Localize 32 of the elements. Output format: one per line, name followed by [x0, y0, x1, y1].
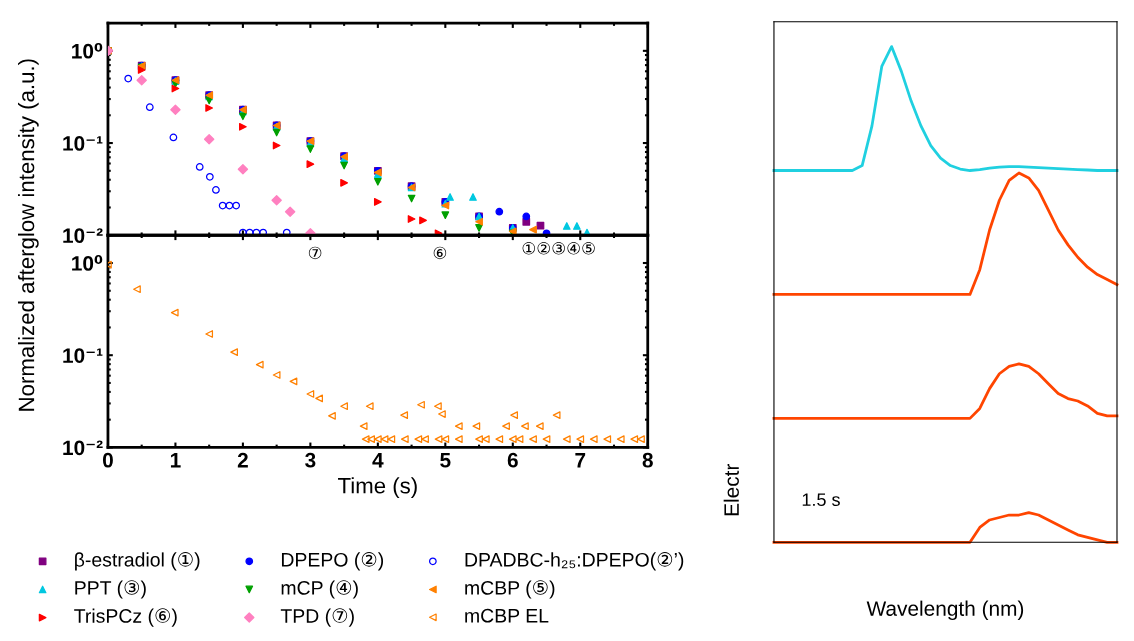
text: mCBP EL	[465, 608, 549, 623]
y-tick-label: 10⁻²	[63, 440, 103, 456]
x-axis-title: Wavelength (nm)	[866, 600, 1024, 621]
y-tick-label: 10⁻¹	[63, 348, 103, 363]
annotation: ①②③④⑤	[522, 242, 595, 255]
legend-label: TrisPCz (⑥)	[74, 608, 177, 627]
annotation: 1.5 s	[802, 493, 840, 507]
x-tick-label: 3	[305, 452, 316, 468]
x-tick-label: 4	[372, 453, 384, 468]
annotation: ⑦	[308, 246, 322, 260]
legend-label: TPD (⑦)	[280, 608, 354, 627]
y-tick-label: 10⁻²	[63, 228, 103, 243]
legend-label: DPEPO (②)	[281, 552, 384, 571]
y-axis-title: Normalized afterglow intensity (a.u.)	[17, 59, 39, 411]
annotation: ⑥	[433, 246, 447, 260]
x-axis-title: Time (s)	[338, 477, 417, 498]
x-tick-label: 2	[237, 452, 248, 468]
y-axis-title: Electr	[723, 463, 739, 516]
x-tick-label: 6	[507, 452, 518, 468]
x-tick-label: 7	[575, 453, 586, 468]
legend-label: PPT (③)	[75, 580, 146, 599]
y-tick-label: 10⁰	[72, 255, 103, 271]
x-tick-label: 0	[102, 452, 113, 468]
legend-label: DPADBC-h₂₅:DPEPO(②’)	[465, 552, 684, 571]
legend-label: mCBP (⑤)	[465, 580, 555, 599]
x-tick-label: 5	[440, 453, 451, 468]
y-tick-label: 10⁻¹	[63, 136, 103, 151]
x-tick-label: 8	[642, 452, 653, 468]
legend-label: mCP (④)	[281, 580, 358, 599]
legend-label: β-estradiol (①)	[75, 552, 200, 571]
y-tick-label: 10⁰	[72, 42, 103, 59]
x-tick-label: 1	[170, 453, 181, 468]
